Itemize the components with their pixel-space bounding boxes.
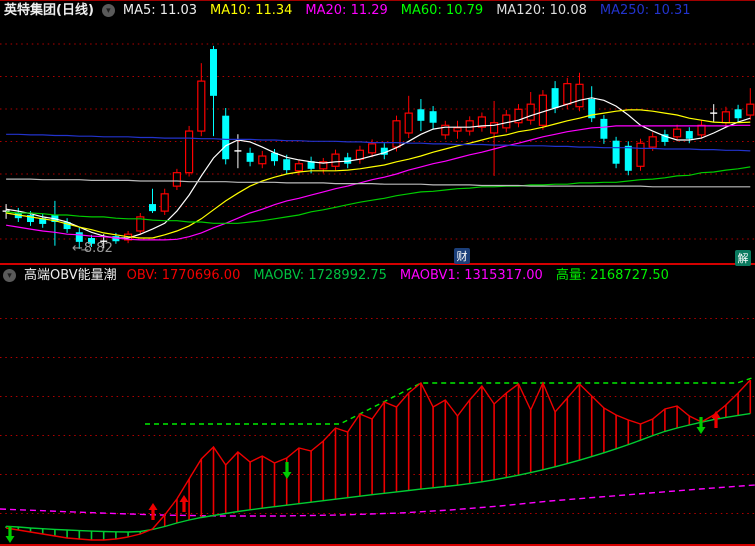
down-candle <box>246 152 254 162</box>
up-candle <box>172 172 181 187</box>
candles-group <box>2 45 755 249</box>
main-chart-header: 英特集团(日线) ▾ MA5: 11.03 MA10: 11.34 MA20: … <box>0 1 755 20</box>
down-candle <box>600 118 608 139</box>
unlock-tag-badge[interactable]: 解 <box>735 250 751 266</box>
down-candle <box>685 131 693 139</box>
down-candle <box>112 236 120 242</box>
up-candle <box>404 112 413 134</box>
down-candle <box>417 109 425 121</box>
indicator-title[interactable]: 高端OBV能量潮 <box>24 267 117 283</box>
up-candle <box>453 127 462 132</box>
candlestick-chart[interactable] <box>0 1 755 263</box>
up-candle <box>331 153 340 167</box>
up-candle <box>258 155 267 165</box>
up-candle <box>490 122 499 134</box>
lowest-price-annotation: ←8.82 <box>72 241 113 256</box>
maobv1-readout: MAOBV1: 1315317.00 <box>399 267 543 283</box>
highvol-readout: 高量: 2168727.50 <box>555 267 669 283</box>
ma-line-MA5 <box>6 97 751 239</box>
up-candle <box>294 163 303 172</box>
down-candle <box>149 204 156 212</box>
down-candle <box>88 238 95 244</box>
buy-signal-arrow-icon <box>711 411 721 428</box>
down-candle <box>75 232 83 242</box>
down-candle <box>210 49 217 96</box>
ma-line-MA20 <box>6 124 751 241</box>
sell-signal-arrow-icon <box>282 462 292 479</box>
chevron-down-icon[interactable]: ▾ <box>101 4 115 17</box>
left-arrow-icon: ← <box>72 241 83 256</box>
up-candle <box>465 120 474 132</box>
ma20-readout: MA20: 11.29 <box>305 2 388 18</box>
ma120-readout: MA120: 10.08 <box>496 2 587 18</box>
sell-signal-arrow-icon <box>696 417 706 434</box>
down-candle <box>551 88 559 108</box>
up-candle <box>526 103 535 121</box>
chevron-down-icon[interactable]: ▾ <box>3 269 16 282</box>
obv-line <box>5 379 751 541</box>
down-candle <box>27 214 34 223</box>
maobv-readout: MAOBV: 1728992.75 <box>253 267 387 283</box>
up-candle <box>160 193 169 212</box>
down-candle <box>624 145 632 171</box>
buy-signal-arrow-icon <box>179 495 189 512</box>
stock-title: 英特集团(日线) <box>4 2 94 18</box>
down-candle <box>271 152 278 162</box>
down-candle <box>63 222 71 230</box>
ma-line-MA10 <box>6 109 751 239</box>
up-candle <box>636 142 645 167</box>
down-candle <box>344 157 352 164</box>
down-candle <box>588 99 596 119</box>
up-candle <box>575 83 584 108</box>
up-candle <box>672 128 682 138</box>
up-candle <box>746 103 755 116</box>
down-candle <box>429 111 437 123</box>
buy-signal-arrow-icon <box>148 503 158 520</box>
up-candle <box>514 108 523 124</box>
down-candle <box>39 218 47 224</box>
down-candle <box>734 109 742 119</box>
indicator-header: ▾ 高端OBV能量潮 OBV: 1770696.00 MAOBV: 172899… <box>0 263 755 286</box>
ma5-readout: MA5: 11.03 <box>122 2 198 18</box>
maobv-line <box>6 412 751 533</box>
up-candle <box>502 114 511 129</box>
up-candle <box>477 116 486 128</box>
up-candle <box>538 94 548 126</box>
up-candle <box>185 130 194 174</box>
up-candle <box>319 161 328 170</box>
finance-tag-badge[interactable]: 财 <box>454 248 470 264</box>
maobv1-dashed-line <box>0 484 755 517</box>
up-candle <box>648 136 657 148</box>
ma-line-MA120 <box>6 178 751 188</box>
down-candle <box>612 140 620 164</box>
down-candle <box>661 134 669 142</box>
ma250-readout: MA250: 10.31 <box>599 2 691 18</box>
lowest-price-value: 8.82 <box>83 241 113 256</box>
up-candle <box>136 216 145 232</box>
high-volume-dashed-line <box>145 376 755 425</box>
up-candle <box>721 111 731 124</box>
ma-line-MA60 <box>6 166 751 224</box>
ma10-readout: MA10: 11.34 <box>210 2 293 18</box>
obv-indicator-chart[interactable] <box>0 286 755 544</box>
down-candle <box>222 115 230 160</box>
ma-line-MA250 <box>6 133 751 152</box>
down-candle <box>283 159 291 171</box>
down-candle <box>380 147 388 155</box>
up-candle <box>563 83 572 105</box>
sell-signal-arrow-icon <box>5 526 15 543</box>
up-candle <box>355 149 364 160</box>
obv-readout: OBV: 1770696.00 <box>126 267 241 283</box>
up-candle <box>197 80 206 132</box>
up-candle <box>368 143 377 154</box>
ma60-readout: MA60: 10.79 <box>400 2 484 18</box>
down-candle <box>307 161 315 169</box>
up-candle <box>441 124 450 136</box>
up-candle <box>697 124 706 136</box>
